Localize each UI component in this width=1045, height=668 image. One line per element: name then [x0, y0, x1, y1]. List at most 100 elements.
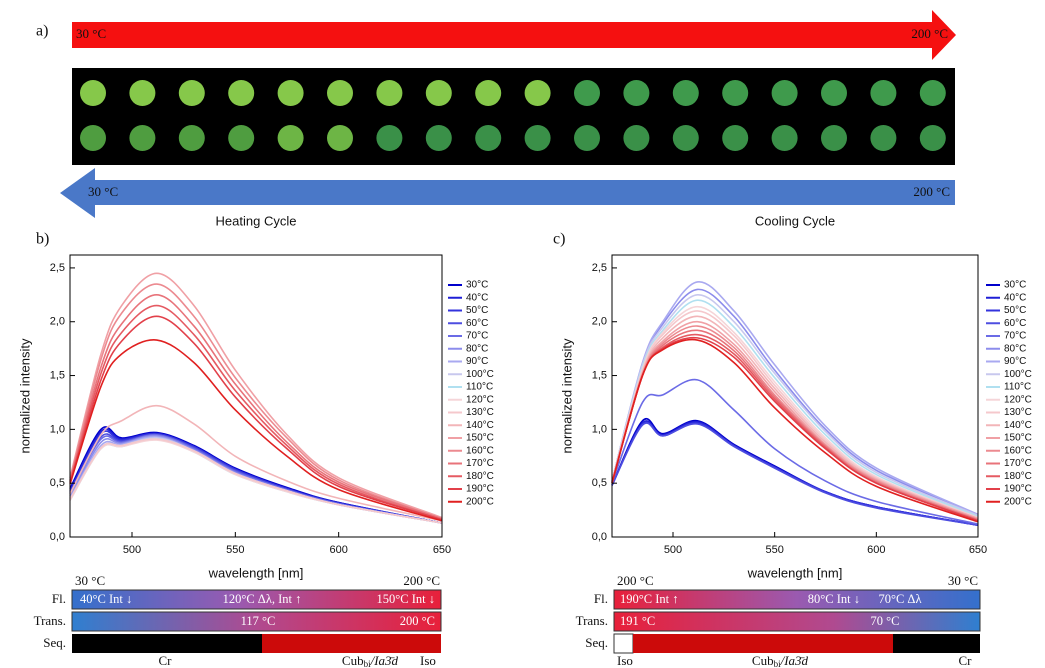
seq-segment	[72, 634, 262, 653]
legend-label: 40°C	[1004, 292, 1026, 303]
sample-dot	[919, 125, 946, 151]
series-line	[69, 272, 443, 519]
legend-label: 50°C	[466, 305, 488, 316]
y-axis-label: normalized intensity	[559, 338, 574, 453]
row-label: Trans.	[34, 613, 66, 628]
y-tick-label: 0,0	[592, 531, 607, 543]
panel-label: b)	[36, 231, 49, 248]
plot-frame	[69, 254, 443, 538]
phase-label: Cr	[159, 653, 173, 668]
legend-label: 160°C	[1004, 445, 1032, 456]
y-tick-label: 2,0	[50, 316, 65, 328]
row-label: Fl.	[52, 591, 66, 606]
scale-start: 30 °C	[75, 573, 105, 588]
sample-dot	[672, 125, 699, 151]
legend-label: 140°C	[466, 420, 494, 431]
sample-dot	[475, 125, 502, 151]
phase-label: Iso	[420, 653, 436, 668]
legend-label: 120°C	[1004, 394, 1032, 405]
series-line	[69, 404, 443, 522]
x-tick-label: 650	[969, 544, 987, 556]
sample-dot	[870, 125, 897, 151]
legend-label: 50°C	[1004, 305, 1026, 316]
scale-end: 200 °C	[403, 573, 440, 588]
y-tick-label: 2,5	[592, 262, 607, 274]
legend-label: 140°C	[1004, 420, 1032, 431]
bar-note: 117 °C	[241, 614, 276, 628]
fl-bar	[613, 589, 981, 610]
heating-arrow	[72, 10, 956, 60]
y-tick-label: 0,0	[50, 531, 65, 543]
sample-dot	[376, 80, 403, 106]
legend-label: 80°C	[1004, 343, 1026, 354]
legend-label: 80°C	[466, 343, 488, 354]
row-label: Seq.	[585, 635, 608, 650]
sample-dot	[524, 125, 551, 151]
bar-note: 191 °C	[620, 614, 655, 628]
sample-dot	[821, 80, 847, 106]
legend-label: 200°C	[466, 496, 494, 507]
sample-dot	[623, 80, 650, 106]
legend-label: 180°C	[466, 471, 494, 482]
legend-label: 30°C	[466, 280, 488, 291]
x-tick-label: 550	[226, 544, 244, 556]
legend-label: 200°C	[1004, 496, 1032, 507]
bar-note: 80°C Int ↓	[808, 592, 860, 606]
arrow-label: 30 °C	[88, 184, 118, 199]
x-tick-label: 500	[664, 544, 682, 556]
legend-label: 150°C	[466, 433, 494, 444]
trans-bar	[71, 611, 442, 632]
row-label: Seq.	[43, 635, 66, 650]
legend-label: 130°C	[1004, 407, 1032, 418]
legend-label: 160°C	[466, 445, 494, 456]
sample-dot	[919, 80, 946, 106]
sample-dot	[178, 80, 205, 106]
legend-label: 30°C	[1004, 280, 1026, 291]
series-line	[611, 378, 979, 525]
arrow-label: 200 °C	[911, 26, 948, 41]
sample-dot	[524, 80, 551, 106]
sample-dot	[672, 80, 699, 106]
bar-note: 150°C Int ↓	[377, 592, 435, 606]
y-tick-label: 0,5	[592, 477, 607, 489]
legend-label: 90°C	[466, 356, 488, 367]
x-tick-label: 650	[433, 544, 451, 556]
sample-dot	[228, 80, 255, 106]
bar-note: 120°C Δλ, Int ↑	[223, 592, 302, 606]
sample-dot	[277, 80, 304, 106]
series-line	[611, 421, 979, 526]
bar-note: 70°C Δλ	[878, 592, 921, 606]
series-line	[69, 438, 443, 524]
cooling-arrow	[60, 168, 955, 218]
sample-dot	[771, 125, 798, 151]
photo-strip	[72, 68, 955, 165]
bar-note: 200 °C	[400, 614, 435, 628]
sample-dot	[129, 125, 156, 151]
sample-dot	[327, 125, 353, 151]
bar-note: 190°C Int ↑	[620, 592, 678, 606]
y-tick-label: 2,5	[50, 262, 65, 274]
legend-label: 70°C	[466, 331, 488, 342]
sample-dot	[425, 125, 452, 151]
y-tick-label: 1,5	[592, 369, 607, 381]
arrow-label: 200 °C	[913, 184, 950, 199]
legend-label: 110°C	[1004, 382, 1031, 393]
bar-note: 40°C Int ↓	[80, 592, 132, 606]
sample-dot	[870, 80, 897, 106]
legend-label: 90°C	[1004, 356, 1026, 367]
legend-label: 60°C	[466, 318, 488, 329]
x-axis-label: wavelength [nm]	[747, 565, 843, 580]
y-axis-label: normalized intensity	[17, 338, 32, 453]
seq-segment	[633, 634, 893, 653]
sample-dot	[376, 125, 403, 151]
phase-label: Cr	[959, 653, 973, 668]
legend-label: 70°C	[1004, 331, 1026, 342]
scale-end: 30 °C	[948, 573, 978, 588]
phase-label: Cubbi/Ia3̄d	[342, 653, 399, 668]
sample-dot	[623, 125, 650, 151]
legend-label: 100°C	[1004, 369, 1032, 380]
scale-start: 200 °C	[617, 573, 654, 588]
row-label: Trans.	[576, 613, 608, 628]
sample-dot	[722, 80, 749, 106]
